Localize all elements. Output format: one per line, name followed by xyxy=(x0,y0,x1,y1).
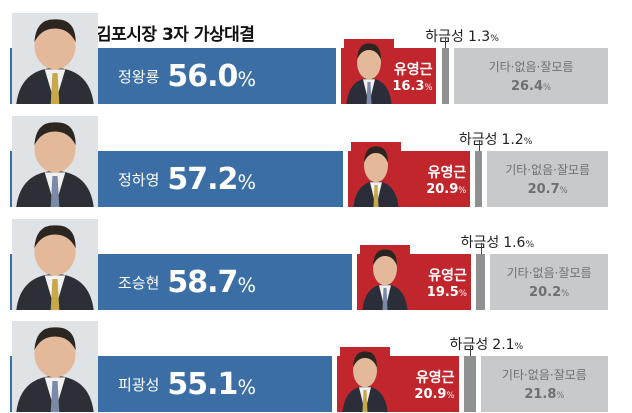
data-label: 2.1% xyxy=(492,337,524,353)
leader-line xyxy=(445,37,447,48)
bar-label: 피광성 55.1% xyxy=(118,356,256,412)
leader-line xyxy=(480,243,482,254)
percent-sign: % xyxy=(556,390,565,400)
legend-label: 유영근 xyxy=(393,61,433,78)
bar-label: 유영근 20.9% xyxy=(377,356,455,412)
percent-sign: % xyxy=(559,185,568,195)
data-label: 58.7% xyxy=(167,264,256,300)
data-label: 1.2% xyxy=(501,132,533,148)
legend-label: 유영근 xyxy=(415,369,455,386)
percent-sign: % xyxy=(446,389,455,400)
bar-segment xyxy=(475,254,486,310)
data-label: 20.9% xyxy=(426,181,467,197)
bar-label: 유영근 16.3% xyxy=(381,48,432,104)
bar-label: 기타·없음·잘모름 20.7% xyxy=(487,151,608,207)
data-label: 20.9% xyxy=(414,386,455,402)
percent-sign: % xyxy=(424,81,433,92)
bar-label: 조승현 58.7% xyxy=(118,254,256,310)
bar-segment xyxy=(463,356,476,412)
percent-sign: % xyxy=(490,34,499,44)
candidate-name: 정왕룡 xyxy=(118,67,160,86)
data-label: 26.4% xyxy=(510,79,552,94)
bar-segment xyxy=(441,48,450,104)
legend-label: 유영근 xyxy=(427,164,467,181)
percent-sign: % xyxy=(237,170,256,194)
bar-segment xyxy=(475,151,483,207)
bar-label: 유영근 19.5% xyxy=(397,254,467,310)
data-label: 20.7% xyxy=(527,182,568,197)
bar-label: 하금성2.1% xyxy=(450,334,524,354)
percent-sign: % xyxy=(458,287,467,298)
legend-label: 유영근 xyxy=(428,267,467,284)
percent-sign: % xyxy=(514,342,524,352)
candidate-name: 피광성 xyxy=(118,375,160,394)
bar-segment xyxy=(490,254,608,310)
percent-sign: % xyxy=(237,67,256,91)
candidate-photo-icon xyxy=(12,321,98,412)
data-label: 55.1% xyxy=(167,366,256,402)
candidate-photo-icon xyxy=(351,142,402,207)
candidate-name: 정하영 xyxy=(118,170,160,189)
candidate-name: 조승현 xyxy=(118,273,160,292)
legend-label: 기타·없음·잘모름 xyxy=(506,266,592,280)
data-label: 56.0% xyxy=(167,58,256,94)
percent-sign: % xyxy=(523,137,533,147)
legend-label: 기타·없음·잘모름 xyxy=(488,60,574,74)
candidate-photo-icon xyxy=(12,219,98,310)
percent-sign: % xyxy=(237,375,256,399)
leader-line xyxy=(478,140,480,151)
data-label: 1.6% xyxy=(503,235,535,251)
bar-segment xyxy=(487,151,608,207)
bar-segment xyxy=(454,48,608,104)
legend-label: 하금성 xyxy=(459,132,498,148)
legend-label: 하금성 xyxy=(450,337,489,353)
bar-segment xyxy=(480,356,608,412)
bar-label: 기타·없음·잘모름 26.4% xyxy=(454,48,608,104)
bar-label: 하금성1.6% xyxy=(461,232,535,252)
percent-sign: % xyxy=(561,288,570,298)
percent-sign: % xyxy=(458,184,467,195)
data-label: 57.2% xyxy=(167,161,256,197)
data-label: 1.3% xyxy=(467,29,499,45)
legend-label: 기타·없음·잘모름 xyxy=(505,163,591,177)
bar-label: 유영근 20.9% xyxy=(388,151,466,207)
percent-sign: % xyxy=(237,273,256,297)
data-label: 19.5% xyxy=(426,284,467,300)
candidate-photo-icon xyxy=(12,13,98,104)
bar-label: 정하영 57.2% xyxy=(118,151,256,207)
data-label: 20.2% xyxy=(529,285,570,300)
percent-sign: % xyxy=(525,240,535,250)
candidate-photo-icon xyxy=(360,245,411,310)
legend-label: 하금성 xyxy=(461,235,500,251)
legend-label: 하금성 xyxy=(425,29,464,45)
bar-label: 기타·없음·잘모름 21.8% xyxy=(481,356,608,412)
bar-label: 기타·없음·잘모름 20.2% xyxy=(490,254,608,310)
data-label: 21.8% xyxy=(524,387,565,402)
leader-line xyxy=(469,345,471,356)
candidate-photo-icon xyxy=(339,347,390,412)
legend-label: 기타·없음·잘모름 xyxy=(501,368,587,382)
bar-label: 하금성1.2% xyxy=(459,129,533,149)
percent-sign: % xyxy=(543,82,552,92)
chart-title: 김포시장 3자 가상대결 xyxy=(96,25,255,45)
candidate-photo-icon xyxy=(12,116,98,207)
candidate-photo-icon xyxy=(344,39,395,104)
bar-label: 정왕룡 56.0% xyxy=(118,48,256,104)
data-label: 16.3% xyxy=(392,78,433,94)
bar-label: 하금성1.3% xyxy=(425,26,499,46)
